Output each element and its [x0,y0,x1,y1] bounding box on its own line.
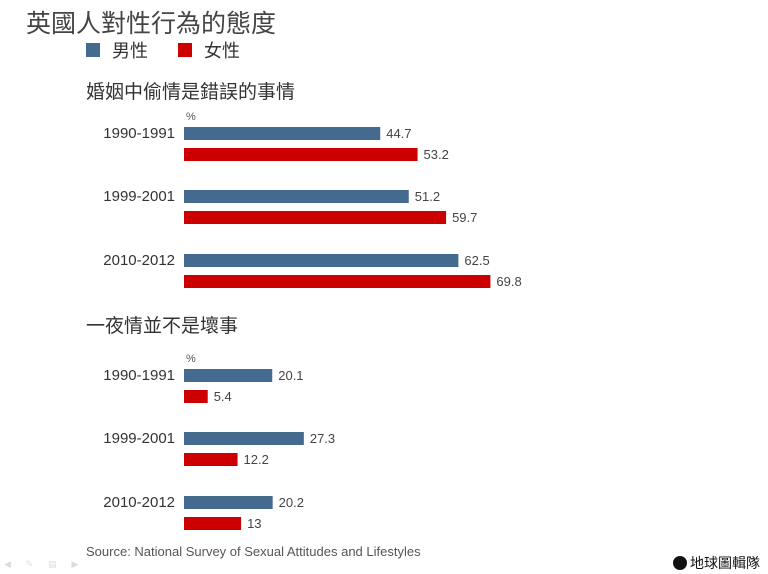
data-label: 51.2 [415,189,440,204]
legend-swatch-male [86,43,100,57]
data-label: 62.5 [464,253,489,268]
legend-label-male: 男性 [112,41,148,62]
bar [184,127,381,140]
data-label: 5.4 [214,389,232,404]
unit-label: % [186,353,196,365]
category-label: 2010-2012 [103,494,175,511]
panel-title: 婚姻中偷情是錯誤的事情 [86,81,295,103]
bar [184,517,242,530]
bar [184,190,409,203]
chart-title: 英國人對性行為的態度 [26,9,277,38]
bar [184,390,208,403]
bar [184,369,273,382]
brand-logo-text: 地球圖輯隊 [690,556,760,572]
bar [184,453,238,466]
category-label: 2010-2012 [103,252,175,269]
data-label: 27.3 [310,431,335,446]
bar [184,148,418,161]
category-label: 1999-2001 [103,188,175,205]
category-label: 1999-2001 [103,430,175,447]
data-label: 59.7 [452,210,477,225]
bar [184,275,491,288]
slide-controls: ◀ ✎ ▤ ▶ [4,560,85,570]
category-label: 1990-1991 [103,367,175,384]
category-label: 1990-1991 [103,125,175,142]
panel-title: 一夜情並不是壞事 [86,315,238,337]
data-label: 53.2 [424,147,449,162]
bar [184,211,447,224]
bar [184,254,459,267]
data-label: 12.2 [244,452,269,467]
legend-female: 女性 [178,38,240,62]
legend-label-female: 女性 [204,41,240,62]
bar [184,496,273,509]
brand-logo: 地球圖輯隊 [673,553,760,573]
data-label: 20.2 [279,495,304,510]
legend-swatch-female [178,43,192,57]
unit-label: % [186,111,196,123]
legend-male: 男性 [86,38,148,62]
bar [184,432,304,445]
data-label: 13 [247,516,261,531]
source-note: Source: National Survey of Sexual Attitu… [86,544,421,559]
globe-icon [673,556,687,570]
data-label: 44.7 [386,126,411,141]
data-label: 20.1 [278,368,303,383]
data-label: 69.8 [496,274,521,289]
